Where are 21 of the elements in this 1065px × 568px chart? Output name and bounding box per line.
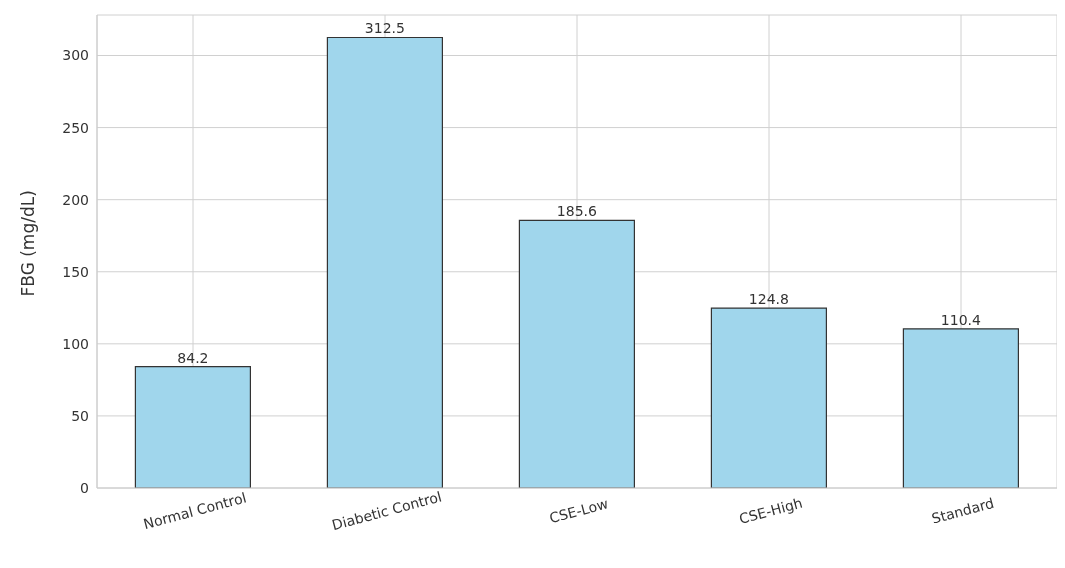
x-tick-label: Normal Control: [141, 489, 248, 533]
y-tick-label: 300: [62, 47, 89, 64]
y-tick-label: 50: [71, 407, 89, 424]
x-tick-label: CSE-Low: [547, 495, 610, 527]
data-label: 110.4: [940, 311, 982, 328]
x-tick-label: Diabetic Control: [330, 488, 444, 534]
data-label: 312.5: [364, 20, 405, 37]
bar: [902, 328, 1019, 488]
y-tick-label: 250: [62, 119, 89, 136]
y-tick-label: 150: [62, 263, 89, 280]
bar: [326, 36, 443, 488]
data-label: 185.6: [556, 203, 598, 220]
data-label: 84.2: [177, 349, 209, 366]
bar: [710, 307, 827, 488]
bar: [134, 366, 251, 488]
y-axis-title: FBG (mg/dL): [18, 190, 39, 297]
y-tick-label: 100: [62, 335, 89, 352]
y-tick-label: 200: [62, 191, 89, 208]
data-label: 124.8: [748, 291, 789, 308]
y-tick-label: 0: [80, 479, 89, 496]
bar: [518, 219, 635, 488]
